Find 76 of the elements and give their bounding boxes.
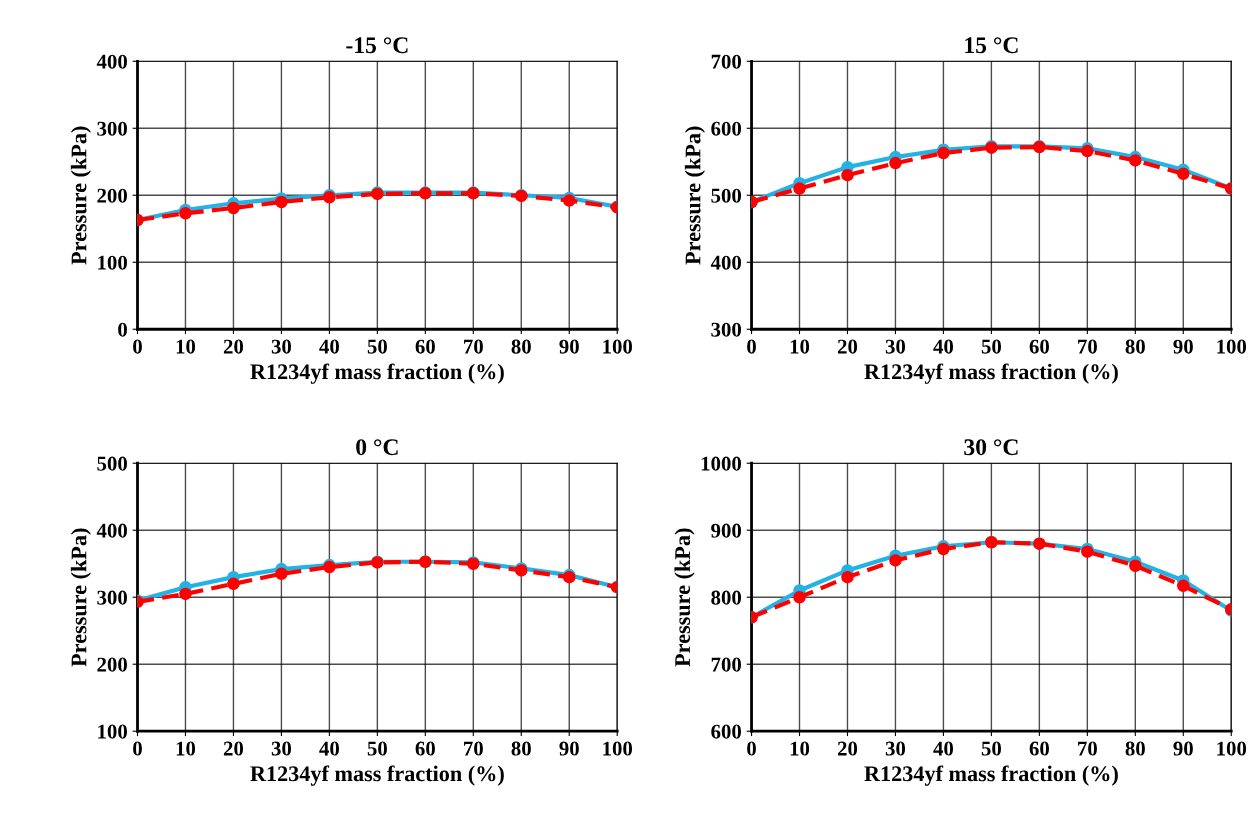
x-tick-label: 50 xyxy=(367,741,387,756)
x-tick-label: 10 xyxy=(790,339,810,354)
x-tick-label: 90 xyxy=(1173,339,1193,354)
y-tick-label: 500 xyxy=(711,188,742,203)
x-axis-title: R1234yf mass fraction (%) xyxy=(864,765,1118,786)
y-tick-label: 700 xyxy=(711,54,742,69)
x-tick-label: 30 xyxy=(271,741,292,756)
x-tick-label: 40 xyxy=(319,741,340,756)
x-axis-title: R1234yf mass fraction (%) xyxy=(864,363,1118,384)
x-tick-label: 60 xyxy=(1029,741,1049,756)
chart-title: 0 °C xyxy=(356,439,398,456)
chart-title: 15 °C xyxy=(965,37,1018,54)
x-tick-label: 90 xyxy=(559,339,579,354)
y-tick-label: 200 xyxy=(97,188,127,203)
x-tick-label: 30 xyxy=(271,339,292,354)
x-tick-label: 70 xyxy=(1078,741,1097,756)
x-tick-label: 60 xyxy=(1029,339,1049,354)
x-tick-label: 30 xyxy=(885,741,906,756)
x-tick-label: 80 xyxy=(511,741,531,756)
y-tick-label: 400 xyxy=(96,523,127,538)
x-tick-label: 30 xyxy=(885,339,906,354)
x-tick-label: 100 xyxy=(1217,339,1247,354)
x-tick-label: 10 xyxy=(790,741,810,756)
x-tick-label: 90 xyxy=(559,741,579,756)
x-tick-label: 90 xyxy=(1173,741,1193,756)
y-tick-label: 1000 xyxy=(701,456,742,471)
x-tick-label: 80 xyxy=(511,339,531,354)
x-tick-label: 80 xyxy=(1125,741,1145,756)
x-tick-label: 40 xyxy=(933,339,954,354)
x-tick-label: 20 xyxy=(837,741,858,756)
chart-title: 30 °C xyxy=(964,439,1018,456)
y-tick-label: 600 xyxy=(711,724,742,739)
x-tick-label: 0 xyxy=(133,339,142,354)
y-tick-label: 200 xyxy=(97,657,127,672)
x-tick-label: 0 xyxy=(747,741,756,756)
y-tick-label: 400 xyxy=(96,54,127,69)
y-tick-label: 300 xyxy=(97,121,127,136)
y-axis-title: Pressure (kPa) xyxy=(70,126,91,265)
x-tick-label: 100 xyxy=(603,339,633,354)
chart-title: -15 °C xyxy=(346,37,408,54)
y-tick-label: 300 xyxy=(97,590,127,605)
x-tick-label: 20 xyxy=(223,339,244,354)
x-tick-label: 40 xyxy=(319,339,340,354)
x-tick-label: 100 xyxy=(603,741,633,756)
x-tick-label: 40 xyxy=(933,741,954,756)
x-axis-title: R1234yf mass fraction (%) xyxy=(250,765,504,786)
y-axis-title: Pressure (kPa) xyxy=(674,528,695,667)
x-tick-label: 10 xyxy=(176,741,196,756)
y-tick-label: 700 xyxy=(711,657,742,672)
y-tick-label: 800 xyxy=(711,590,742,605)
y-axis-title: Pressure (kPa) xyxy=(684,126,706,265)
x-tick-label: 70 xyxy=(464,741,483,756)
y-tick-label: 0 xyxy=(118,322,127,337)
y-axis-title: Pressure (kPa) xyxy=(70,528,91,667)
x-tick-label: 20 xyxy=(837,339,858,354)
x-tick-label: 10 xyxy=(176,339,196,354)
y-tick-label: 600 xyxy=(711,121,742,136)
x-tick-label: 70 xyxy=(1078,339,1097,354)
x-tick-label: 70 xyxy=(464,339,483,354)
x-tick-label: 0 xyxy=(747,339,756,354)
x-tick-label: 100 xyxy=(1217,741,1247,756)
x-tick-label: 80 xyxy=(1125,339,1145,354)
x-tick-label: 60 xyxy=(415,339,435,354)
y-tick-label: 900 xyxy=(711,523,742,538)
y-tick-label: 500 xyxy=(97,456,127,471)
x-tick-label: 50 xyxy=(981,741,1002,756)
x-tick-label: 60 xyxy=(415,741,435,756)
x-tick-label: 0 xyxy=(133,741,142,756)
x-tick-label: 50 xyxy=(981,339,1002,354)
y-tick-label: 300 xyxy=(711,322,742,337)
y-tick-label: 100 xyxy=(98,724,127,739)
x-tick-label: 20 xyxy=(223,741,244,756)
x-axis-title: R1234yf mass fraction (%) xyxy=(250,363,504,384)
x-tick-label: 50 xyxy=(367,339,387,354)
y-tick-label: 400 xyxy=(710,255,742,270)
y-tick-label: 100 xyxy=(98,255,127,270)
